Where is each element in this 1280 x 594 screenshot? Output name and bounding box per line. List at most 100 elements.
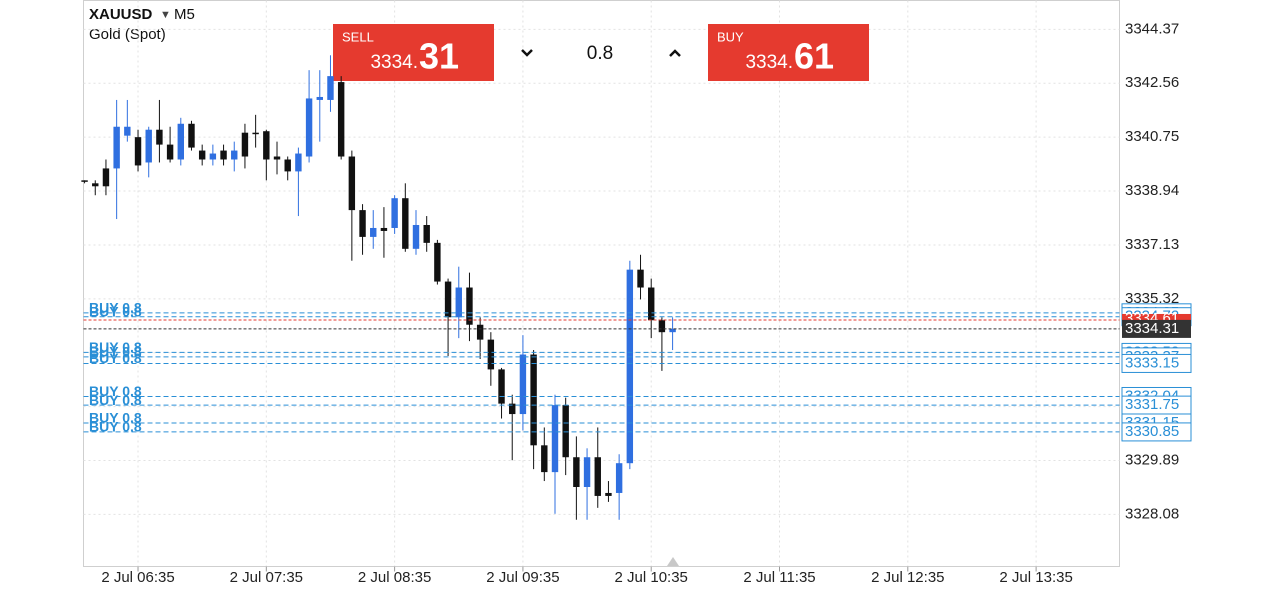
y-tick-label: 3340.75: [1125, 128, 1179, 145]
candle-body: [295, 153, 302, 172]
y-tick-label: 3335.32: [1125, 290, 1179, 307]
sell-price-small: 3334.: [370, 52, 418, 73]
sell-button[interactable]: [333, 24, 494, 81]
order-price-box: [1121, 353, 1192, 373]
candle-body: [337, 82, 345, 157]
order-price: 3330.85: [1125, 423, 1179, 440]
candle-body: [166, 144, 174, 160]
x-tick-label: 2 Jul 10:35: [615, 569, 688, 586]
candle-body: [273, 156, 281, 160]
candle-body: [198, 150, 206, 160]
candle-body: [327, 76, 334, 100]
timeframe[interactable]: M5: [174, 6, 195, 23]
order-label[interactable]: BUY 0.8: [89, 344, 142, 360]
order-label[interactable]: BUY 0.8: [89, 350, 142, 366]
candle-body: [92, 183, 99, 187]
y-tick-label: 3342.56: [1125, 74, 1179, 91]
order-label[interactable]: BUY 0.8: [89, 419, 142, 435]
x-tick-label: 2 Jul 07:35: [230, 569, 303, 586]
candle-body: [188, 123, 195, 148]
candle-body: [263, 131, 270, 160]
candle-body: [466, 287, 473, 325]
candle-body: [487, 339, 495, 370]
candle-body: [562, 405, 569, 458]
candle-body: [316, 96, 323, 100]
x-tick-label: 2 Jul 06:35: [101, 569, 174, 586]
x-tick-label: 2 Jul 11:35: [743, 569, 815, 586]
buy-price-small: 3334.: [745, 52, 793, 73]
x-tick-label: 2 Jul 09:35: [486, 569, 559, 586]
candle-body: [348, 156, 356, 211]
order-label[interactable]: BUY 0.8: [89, 339, 142, 355]
candle-body: [509, 403, 516, 415]
candle-body: [648, 287, 655, 321]
plot-frame: [83, 0, 1120, 567]
ask-price-box: [1122, 313, 1191, 324]
spread[interactable]: 0.8: [587, 43, 613, 64]
candle-body: [615, 463, 623, 493]
order-label[interactable]: BUY 0.8: [89, 410, 142, 426]
candle-body: [605, 492, 612, 496]
last-price-box: [1122, 319, 1191, 338]
y-tick-label: 3329.89: [1125, 451, 1179, 468]
candle-body: [444, 281, 452, 318]
candle-body: [541, 445, 548, 473]
order-price: 3333.15: [1125, 354, 1179, 371]
candle-body: [530, 354, 537, 446]
candle-body: [658, 320, 666, 333]
x-tick-label: 2 Jul 08:35: [358, 569, 431, 586]
order-price: 3331.75: [1125, 396, 1179, 413]
buy-price-big: 61: [794, 36, 834, 77]
buy-button[interactable]: [708, 24, 869, 81]
trade-panel: SELL 3334. 31 0.8 BUY 3334. 61: [333, 24, 869, 81]
order-label[interactable]: BUY 0.8: [89, 300, 142, 316]
candle-body: [252, 132, 259, 135]
candle-body: [113, 126, 120, 169]
x-tick-label: 2 Jul 13:35: [999, 569, 1072, 586]
dropdown-arrow[interactable]: ▼: [160, 9, 171, 21]
order-label[interactable]: BUY 0.8: [89, 383, 142, 399]
instrument-name: Gold (Spot): [89, 26, 166, 43]
buy-label: BUY: [717, 29, 744, 44]
candle-body: [177, 123, 184, 160]
last-price: 3334.31: [1125, 320, 1179, 337]
candle-body: [380, 227, 388, 231]
sell-label: SELL: [342, 29, 374, 44]
candle-body: [156, 129, 163, 145]
candle-body: [498, 369, 505, 404]
candle-body: [583, 457, 591, 488]
candle-body: [423, 224, 430, 243]
candle-body: [370, 227, 377, 237]
candle-body: [241, 132, 249, 157]
candle-body: [391, 198, 398, 228]
candle-body: [573, 457, 580, 488]
order-price-box: [1121, 422, 1192, 442]
current-time-marker: [667, 557, 679, 566]
candle-body: [519, 354, 527, 415]
increase-button[interactable]: [669, 49, 681, 57]
order-label[interactable]: BUY 0.8: [89, 392, 142, 408]
order-label[interactable]: BUY 0.8: [89, 303, 142, 319]
candle-body: [434, 242, 441, 282]
candle-body: [305, 98, 313, 157]
x-tick-label: 2 Jul 12:35: [871, 569, 944, 586]
candle-body: [81, 180, 88, 182]
y-tick-label: 3344.37: [1125, 20, 1179, 37]
y-tick-label: 3328.08: [1125, 505, 1179, 522]
y-tick-label: 3337.13: [1125, 236, 1179, 253]
candle-body: [124, 126, 131, 136]
sell-price-big: 31: [419, 36, 459, 77]
candle-body: [476, 324, 484, 340]
candle-body: [626, 269, 634, 464]
candle-body: [145, 129, 152, 163]
candle-body: [134, 137, 142, 166]
symbol[interactable]: XAUUSD: [89, 6, 153, 23]
candle-body: [231, 150, 238, 160]
candle-body: [209, 153, 217, 160]
candle-body: [359, 210, 366, 237]
candle-body: [594, 457, 601, 496]
candle-body: [455, 287, 462, 318]
candle-body: [551, 405, 559, 473]
decrease-button[interactable]: [521, 49, 533, 57]
